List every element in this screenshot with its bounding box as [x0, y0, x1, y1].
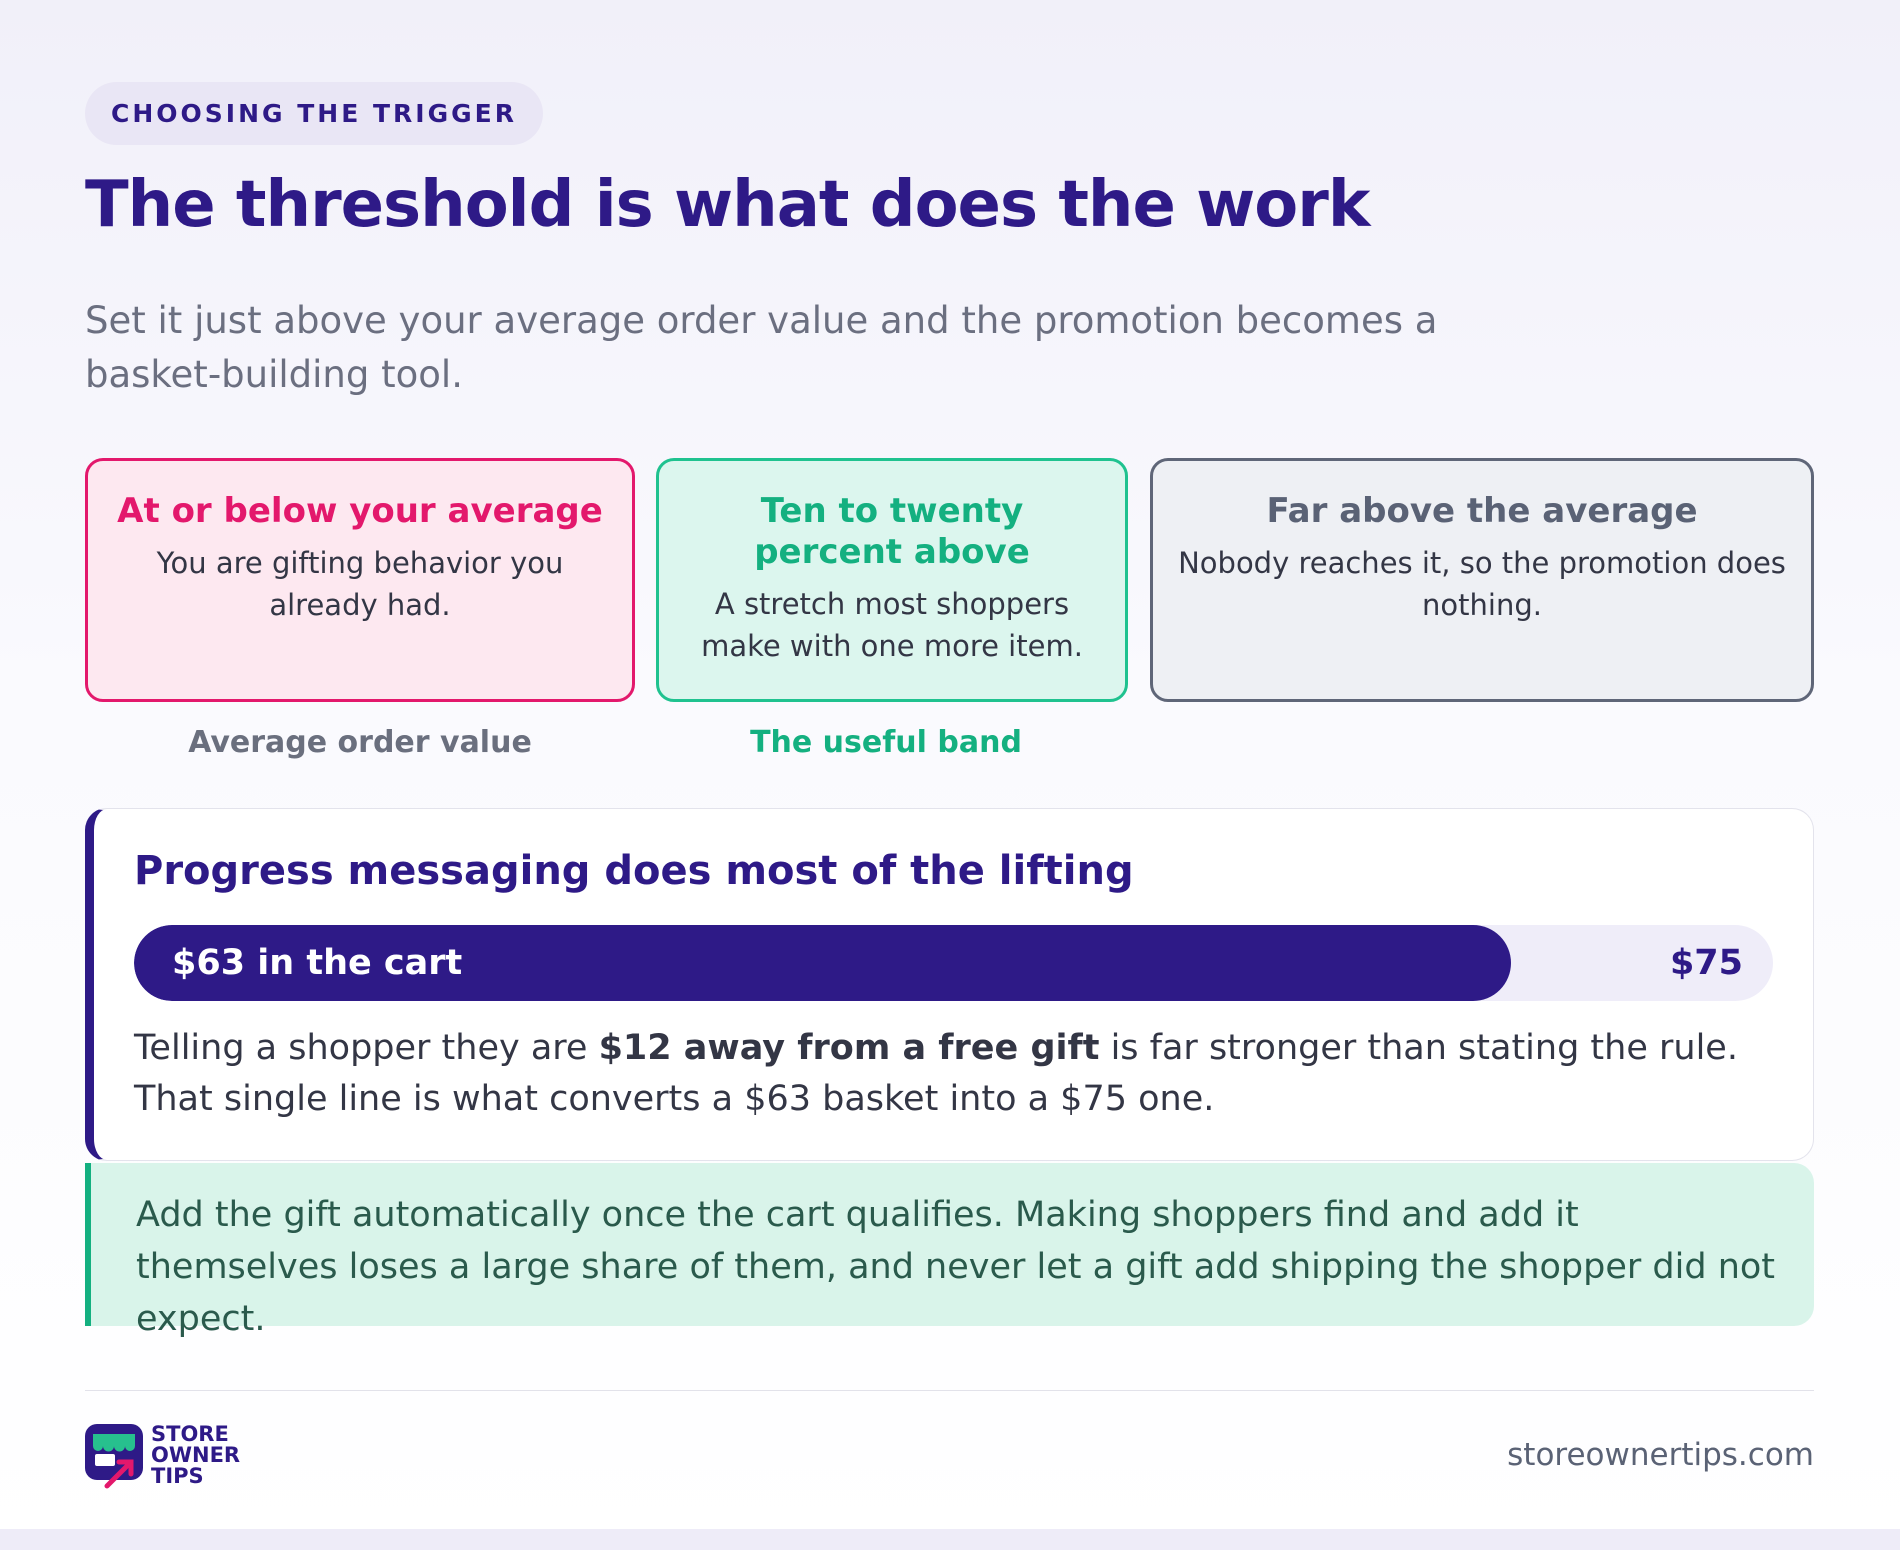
logo-line: STORE: [151, 1422, 229, 1446]
progress-max-label: $75: [1669, 943, 1743, 983]
subtitle: Set it just above your average order val…: [85, 299, 1438, 396]
band-text: You are gifting behavior you already had…: [156, 546, 564, 622]
band-title: At or below your average: [117, 491, 603, 531]
progress-fill: [134, 925, 1511, 1001]
bottom-strip: [0, 1529, 1900, 1550]
logo-text: STORE OWNER TIPS: [151, 1424, 240, 1487]
body-emphasis: $12 away from a free gift: [598, 1028, 1100, 1068]
body-text: Telling a shopper they are: [134, 1028, 599, 1068]
band-text: A stretch most shoppers make with one mo…: [701, 587, 1083, 663]
band-title: Ten to twenty percent above: [754, 491, 1030, 572]
band-card: Far above the average Nobody reaches it,…: [1150, 458, 1814, 702]
band-text: Nobody reaches it, so the promotion does…: [1178, 546, 1786, 622]
note: Add the gift automatically once the cart…: [85, 1163, 1814, 1339]
title: The threshold is what does the work: [85, 168, 1370, 242]
eyebrow: CHOOSING THE TRIGGER: [85, 82, 543, 145]
progress-title: Progress messaging does most of the lift…: [134, 848, 1134, 894]
band-label: The useful band: [750, 725, 1022, 760]
divider: [85, 1390, 1814, 1391]
logo-icon: [85, 1424, 143, 1489]
band-label: Average order value: [188, 725, 532, 760]
band-card: Ten to twenty percent above A stretch mo…: [656, 458, 1128, 702]
progress-value-label: $63 in the cart: [172, 943, 463, 983]
progress-track: [134, 925, 1773, 1001]
progress-body: Telling a shopper they are $12 away from…: [134, 1023, 1784, 1125]
footer-url: storeownertips.com: [1507, 1437, 1814, 1473]
body-text: is far stronger than stating the rule. T…: [134, 1028, 1738, 1119]
band-card: At or below your average You are gifting…: [85, 458, 635, 702]
band-title: Far above the average: [1266, 491, 1698, 531]
logo-line: OWNER: [151, 1443, 241, 1467]
logo-line: TIPS: [151, 1464, 204, 1488]
